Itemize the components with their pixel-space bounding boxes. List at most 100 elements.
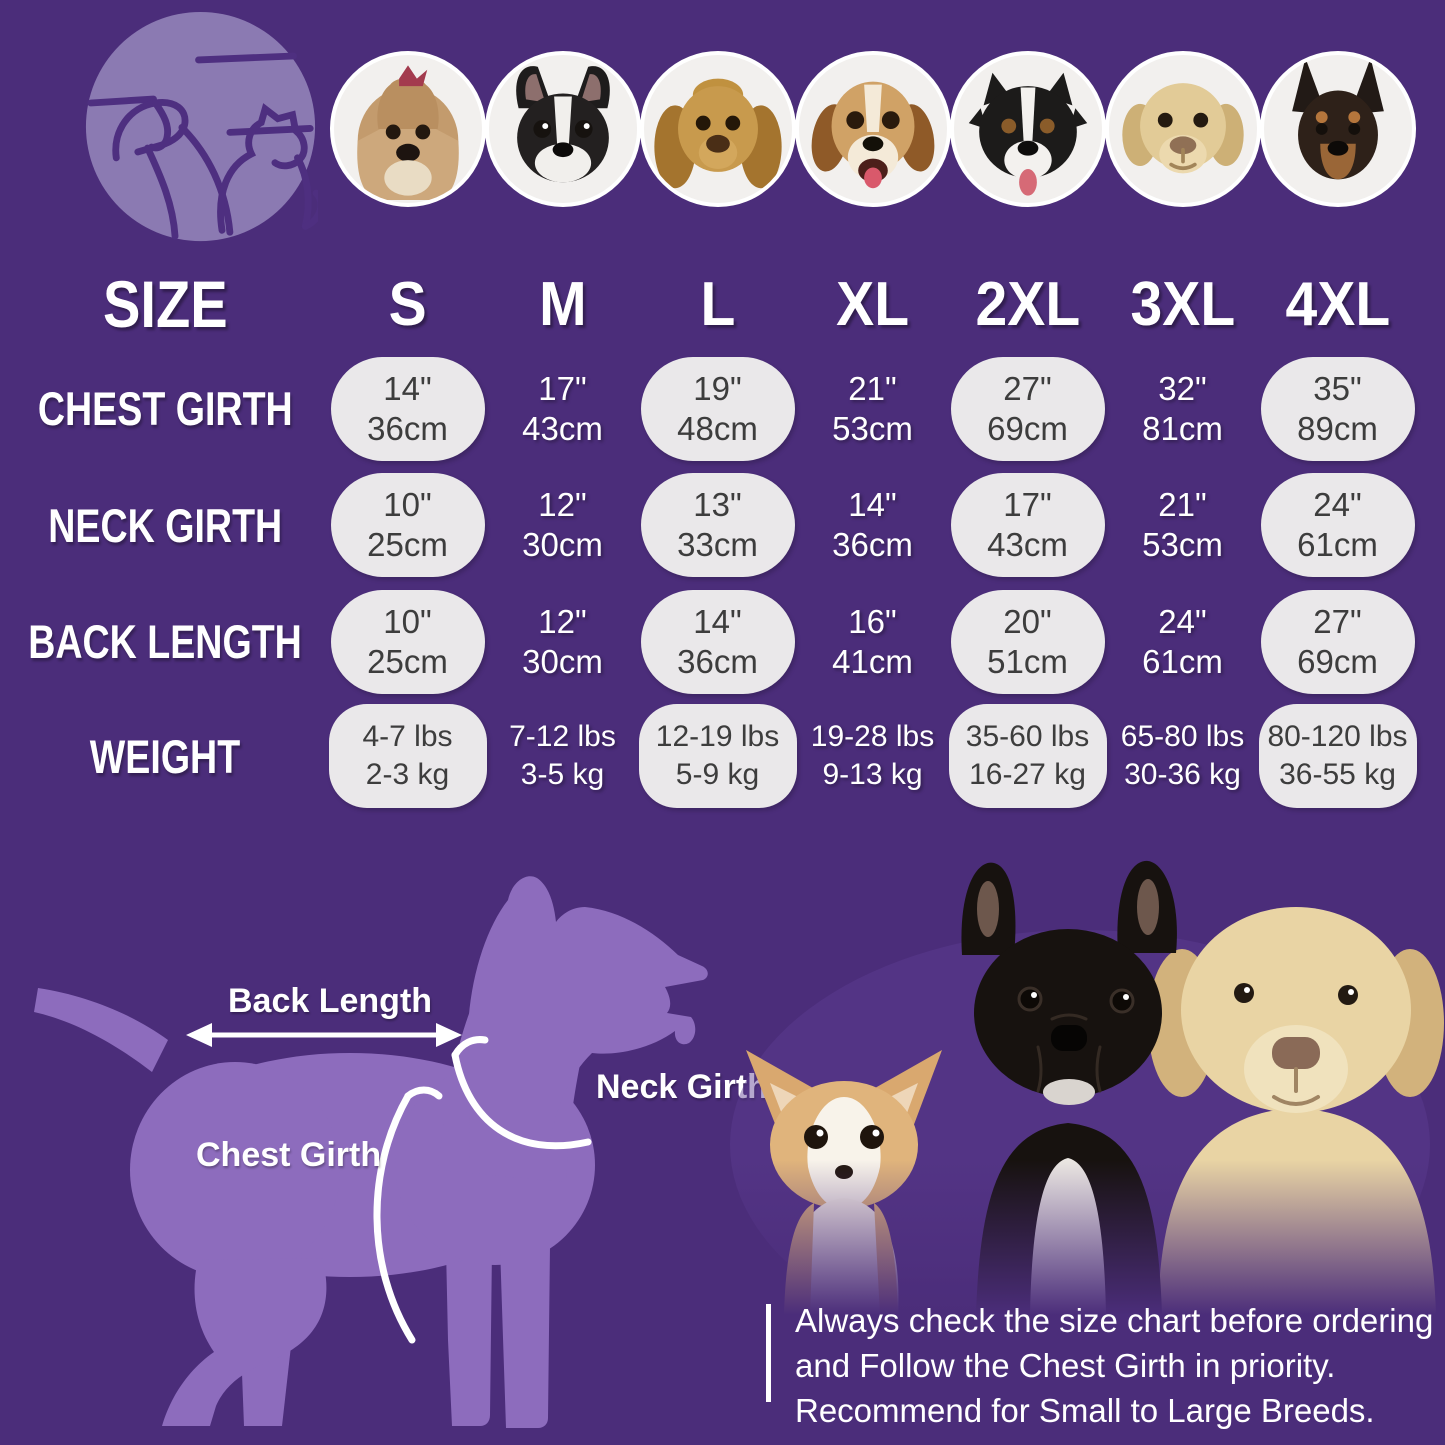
back-length-4xl: 27" 69cm <box>1260 589 1415 694</box>
value-inches: 10" <box>383 602 432 640</box>
back-length-3xl: 24" 61cm <box>1142 602 1223 682</box>
row-label-weight: WEIGHT <box>89 729 241 783</box>
back-length-l: 14" 36cm <box>640 589 795 694</box>
value-lbs: 4-7 lbs <box>362 720 453 753</box>
chest-girth-4xl: 35" 89cm <box>1260 356 1415 461</box>
value-cm: 61cm <box>1297 526 1378 563</box>
value-inches: 10" <box>383 486 432 523</box>
value-cm: 30cm <box>522 526 603 563</box>
neck-girth-3xl: 21" 53cm <box>1142 485 1223 565</box>
dog-measurement-silhouette <box>34 876 708 1428</box>
sizing-note: Always check the size chart before order… <box>766 1298 1433 1433</box>
size-s-dog-photo <box>329 51 486 207</box>
boston-terrier-icon <box>515 66 610 183</box>
value-lbs: 65-80 lbs <box>1120 720 1245 753</box>
value-kg: 5-9 kg <box>675 758 760 791</box>
cocker-spaniel-icon <box>653 78 782 189</box>
value-kg: 16-27 kg <box>969 758 1086 791</box>
note-line: and Follow the Chest Girth in priority. <box>795 1347 1336 1384</box>
weight-xl: 19-28 lbs 9-13 kg <box>811 718 934 794</box>
size-letter-3xl: 3XL <box>1130 269 1235 339</box>
back-length-label: Back Length <box>228 982 433 1020</box>
value-inches: 35" <box>1313 369 1362 407</box>
value-kg: 3-5 kg <box>520 758 605 791</box>
value-inches: 20" <box>1003 602 1052 640</box>
labrador-icon <box>1121 83 1244 174</box>
neck-girth-4xl: 24" 61cm <box>1260 473 1415 577</box>
value-cm: 81cm <box>1142 409 1223 447</box>
value-cm: 36cm <box>832 526 913 563</box>
size-4xl-dog-photo <box>1259 51 1416 207</box>
value-inches: 24" <box>1313 486 1362 523</box>
value-kg: 9-13 kg <box>822 758 923 791</box>
size-letter-s: S <box>388 269 427 339</box>
weight-s: 4-7 lbs 2-3 kg <box>328 704 487 808</box>
size-letter-m: M <box>538 269 587 339</box>
value-kg: 30-36 kg <box>1124 758 1241 791</box>
value-inches: 21" <box>848 369 897 407</box>
value-cm: 89cm <box>1297 409 1378 447</box>
weight-l: 12-19 lbs 5-9 kg <box>638 704 797 808</box>
size-letter-2xl: 2XL <box>975 269 1080 339</box>
value-inches: 19" <box>693 369 742 407</box>
doberman-icon <box>1291 57 1384 180</box>
size-3xl-dog-photo <box>1104 51 1261 207</box>
chest-girth-m: 17" 43cm <box>522 369 603 449</box>
value-inches: 27" <box>1003 369 1052 407</box>
value-cm: 69cm <box>987 409 1068 447</box>
value-lbs: 35-60 lbs <box>965 720 1090 753</box>
size-m-dog-photo <box>484 51 641 207</box>
note-text: Always check the size chart before order… <box>795 1298 1433 1433</box>
value-cm: 25cm <box>367 642 448 680</box>
value-lbs: 19-28 lbs <box>810 720 935 753</box>
size-letter-xl: XL <box>836 269 909 339</box>
row-label-chest-girth: CHEST GIRTH <box>37 382 293 435</box>
value-inches: 13" <box>693 486 742 523</box>
shih-tzu-icon <box>356 65 459 201</box>
value-lbs: 12-19 lbs <box>655 720 780 753</box>
value-cm: 61cm <box>1142 642 1223 680</box>
size-letter-4xl: 4XL <box>1285 269 1390 339</box>
value-inches: 17" <box>538 369 587 407</box>
value-cm: 53cm <box>1142 526 1223 563</box>
size-letter-l: L <box>700 269 735 339</box>
value-kg: 2-3 kg <box>365 758 450 791</box>
chest-girth-l: 19" 48cm <box>640 356 795 461</box>
dog-and-cat-logo-icon <box>85 11 324 242</box>
value-cm: 41cm <box>832 642 913 680</box>
size-l-dog-photo <box>639 51 796 207</box>
chest-girth-s: 14" 36cm <box>330 356 485 461</box>
weight-4xl: 80-120 lbs 36-55 kg <box>1258 704 1417 808</box>
size-xl-dog-photo <box>794 51 951 207</box>
value-lbs: 80-120 lbs <box>1267 720 1408 753</box>
neck-girth-m: 12" 30cm <box>522 485 603 565</box>
back-length-2xl: 20" 51cm <box>950 589 1105 694</box>
border-collie-icon <box>968 72 1087 196</box>
value-inches: 21" <box>1158 486 1207 523</box>
back-length-s: 10" 25cm <box>330 589 485 694</box>
size-2xl-dog-photo <box>949 51 1106 207</box>
value-cm: 33cm <box>677 526 758 563</box>
neck-girth-l: 13" 33cm <box>640 473 795 577</box>
value-cm: 30cm <box>522 642 603 680</box>
value-lbs: 7-12 lbs <box>509 720 616 753</box>
back-length-m: 12" 30cm <box>522 602 603 682</box>
size-table: SIZE S M L XL 2XL 3XL 4XL CHEST GIRTH 14… <box>28 9 1417 808</box>
row-label-neck-girth: NECK GIRTH <box>48 498 282 552</box>
beagle-icon <box>811 81 934 189</box>
value-cm: 48cm <box>677 409 758 447</box>
note-line: Recommend for Small to Large Breeds. <box>795 1392 1375 1429</box>
value-cm: 69cm <box>1297 642 1378 680</box>
value-cm: 25cm <box>367 526 448 563</box>
weight-3xl: 65-80 lbs 30-36 kg <box>1121 718 1244 794</box>
weight-m: 7-12 lbs 3-5 kg <box>509 718 616 794</box>
brand-logo <box>83 9 324 249</box>
value-cm: 43cm <box>522 409 603 447</box>
value-kg: 36-55 kg <box>1279 758 1396 791</box>
value-inches: 16" <box>848 602 897 640</box>
note-line: Always check the size chart before order… <box>795 1302 1434 1339</box>
chest-girth-label: Chest Girth <box>196 1136 382 1174</box>
note-accent-bar <box>766 1304 771 1402</box>
chest-girth-2xl: 27" 69cm <box>950 356 1105 461</box>
chest-girth-xl: 21" 53cm <box>832 369 913 449</box>
